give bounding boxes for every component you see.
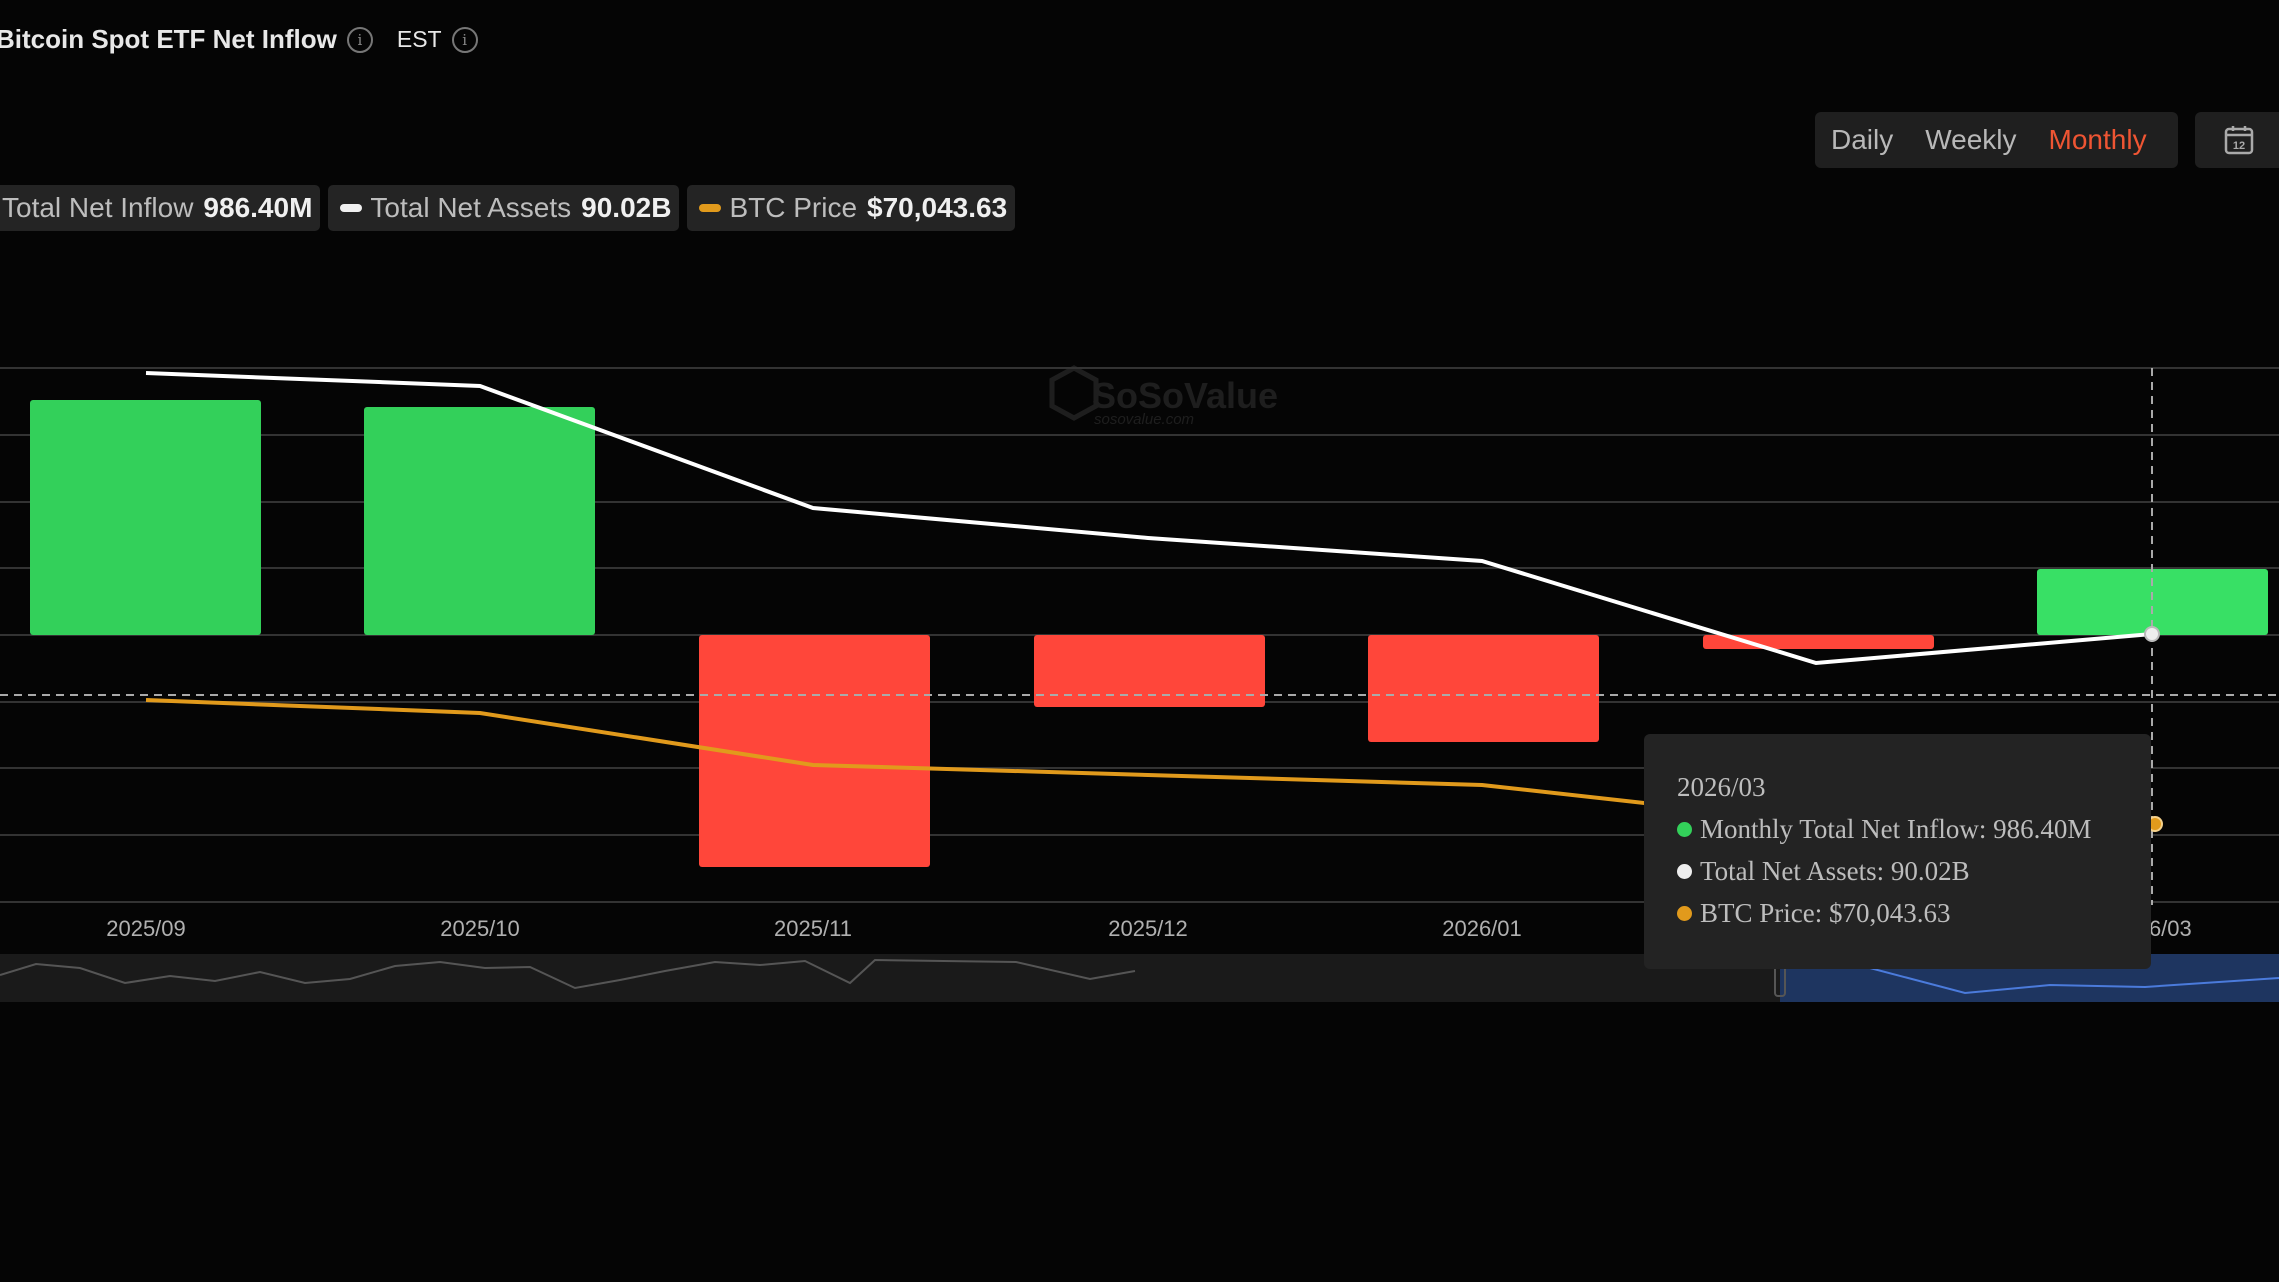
- period-selector: Daily Weekly Monthly: [1815, 112, 2178, 168]
- date-picker-button[interactable]: 12: [2195, 112, 2279, 168]
- orange-dot-icon: [1677, 906, 1692, 921]
- legend-total-net-assets[interactable]: Total Net Assets 90.02B: [328, 185, 680, 231]
- x-tick-label: 2025/10: [440, 916, 520, 941]
- tab-weekly[interactable]: Weekly: [1925, 124, 2017, 155]
- svg-text:SoSoValue: SoSoValue: [1092, 375, 1278, 416]
- timezone-label: EST: [396, 26, 442, 52]
- white-line-swatch-icon: [340, 204, 363, 212]
- orange-line-swatch-icon: [699, 204, 722, 212]
- tooltip-row-btc: BTC Price: $70,043.63: [1677, 898, 1951, 929]
- x-tick-label: 2025/11: [774, 916, 852, 941]
- x-tick-label: 2025/09: [106, 916, 186, 941]
- calendar-icon: 12: [2224, 126, 2254, 155]
- timezone-info-icon[interactable]: i: [451, 26, 478, 53]
- tooltip-date: 2026/03: [1677, 772, 1766, 802]
- chart-legend: Total Net Inflow 986.40M Total Net Assets…: [0, 185, 1016, 231]
- info-icon[interactable]: i: [346, 26, 373, 53]
- tab-monthly[interactable]: Monthly: [2048, 124, 2147, 155]
- tooltip-row-inflow: Monthly Total Net Inflow: 986.40M: [1677, 814, 2091, 845]
- green-dot-icon: [1677, 822, 1692, 837]
- tooltip-row-assets: Total Net Assets: 90.02B: [1677, 856, 1970, 887]
- legend-btc-price[interactable]: BTC Price $70,043.63: [687, 185, 1016, 231]
- white-dot-icon: [1677, 864, 1692, 879]
- page-title: Bitcoin Spot ETF Net Inflow i EST i: [0, 24, 478, 55]
- assets-point-marker: [2144, 626, 2160, 642]
- watermark: SoSoValue sosovalue.com: [1049, 365, 1278, 428]
- x-tick-label: 2025/12: [1108, 916, 1188, 941]
- inflow-bars: [30, 400, 2268, 867]
- total-net-assets-line: [145, 371, 2153, 666]
- chart-title: Bitcoin Spot ETF Net Inflow: [0, 24, 337, 54]
- legend-total-net-inflow[interactable]: Total Net Inflow 986.40M: [0, 185, 321, 231]
- x-tick-label: 2026/01: [1442, 916, 1522, 941]
- svg-text:12: 12: [2233, 140, 2245, 152]
- chart-tooltip: 2026/03 Monthly Total Net Inflow: 986.40…: [1644, 734, 2151, 969]
- tab-daily[interactable]: Daily: [1831, 124, 1894, 155]
- svg-text:sosovalue.com: sosovalue.com: [1094, 411, 1194, 428]
